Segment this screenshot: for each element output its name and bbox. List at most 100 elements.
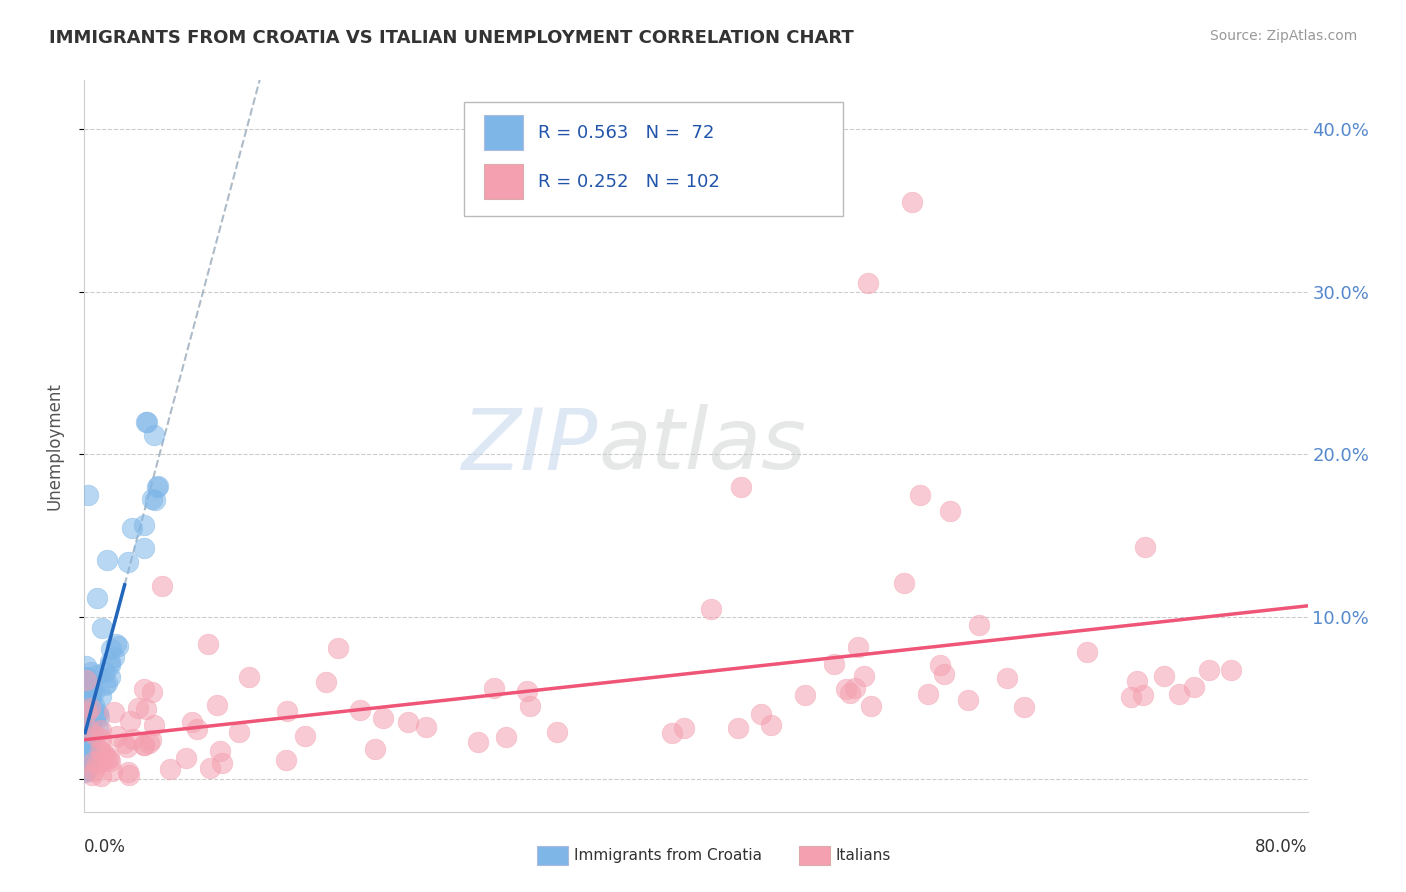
Point xyxy=(76,751,98,765)
Point xyxy=(75,733,97,747)
Point xyxy=(89,743,111,757)
Point xyxy=(823,657,845,672)
Point xyxy=(75,764,97,779)
Point xyxy=(326,641,349,656)
Point xyxy=(844,681,866,695)
Point xyxy=(364,742,387,756)
Point xyxy=(76,671,98,685)
Text: Source: ZipAtlas.com: Source: ZipAtlas.com xyxy=(1209,29,1357,43)
Point xyxy=(91,745,114,759)
Point xyxy=(146,479,169,493)
Point xyxy=(853,669,876,683)
Point xyxy=(415,720,437,734)
Point xyxy=(77,724,100,739)
Point xyxy=(96,553,118,567)
Point xyxy=(79,723,101,738)
Point xyxy=(75,748,97,763)
Point xyxy=(294,729,316,743)
Point xyxy=(211,756,233,771)
Point xyxy=(75,670,97,684)
Point xyxy=(700,601,723,615)
FancyBboxPatch shape xyxy=(464,103,842,216)
Point xyxy=(75,725,97,739)
Point xyxy=(117,556,139,570)
Point xyxy=(143,717,166,731)
Point xyxy=(1132,688,1154,702)
Point xyxy=(75,658,97,673)
Point xyxy=(120,714,142,728)
Point xyxy=(80,687,103,701)
Point xyxy=(995,671,1018,685)
Point xyxy=(105,729,128,743)
Point xyxy=(516,684,538,698)
Point xyxy=(132,518,155,533)
Point xyxy=(83,698,105,712)
Point xyxy=(938,504,960,518)
Point xyxy=(146,480,169,494)
Point xyxy=(83,764,105,778)
Point xyxy=(98,751,121,765)
Point xyxy=(893,576,915,591)
Text: IMMIGRANTS FROM CROATIA VS ITALIAN UNEMPLOYMENT CORRELATION CHART: IMMIGRANTS FROM CROATIA VS ITALIAN UNEMP… xyxy=(49,29,853,46)
Point xyxy=(79,720,101,734)
Point xyxy=(1153,669,1175,683)
Bar xyxy=(484,115,523,151)
Point xyxy=(104,636,127,650)
Point xyxy=(76,702,98,716)
Point xyxy=(197,637,219,651)
Point xyxy=(141,685,163,699)
Point xyxy=(118,767,141,781)
Point xyxy=(727,722,749,736)
Point xyxy=(76,731,98,746)
Point xyxy=(181,714,204,729)
Point xyxy=(1121,690,1143,705)
Point xyxy=(134,682,156,697)
Point xyxy=(84,706,107,720)
Point xyxy=(1220,663,1243,677)
Point xyxy=(1198,663,1220,677)
Point xyxy=(80,665,103,680)
Point xyxy=(103,706,125,720)
Point xyxy=(315,675,337,690)
Point xyxy=(349,703,371,717)
Text: 80.0%: 80.0% xyxy=(1256,838,1308,856)
Point xyxy=(132,738,155,752)
Point xyxy=(94,747,117,761)
Point xyxy=(860,699,883,714)
Point xyxy=(103,650,125,665)
Point xyxy=(89,710,111,724)
Point xyxy=(82,755,104,769)
Point xyxy=(76,712,98,726)
Point xyxy=(83,685,105,699)
Point xyxy=(1182,680,1205,694)
Point xyxy=(207,698,229,712)
Point xyxy=(75,714,97,728)
Bar xyxy=(484,164,523,199)
Point xyxy=(75,674,97,689)
Point xyxy=(75,725,97,739)
Point xyxy=(96,676,118,690)
Point xyxy=(107,639,129,653)
Point xyxy=(100,642,122,657)
Point xyxy=(80,745,103,759)
Point xyxy=(82,733,104,747)
Point xyxy=(159,762,181,776)
Point xyxy=(80,767,103,781)
Point xyxy=(136,415,159,429)
Point xyxy=(519,699,541,714)
Point xyxy=(86,591,108,606)
Text: atlas: atlas xyxy=(598,404,806,488)
Point xyxy=(209,744,232,758)
Point xyxy=(100,670,122,684)
Point xyxy=(94,665,117,679)
Point xyxy=(76,705,98,719)
Point xyxy=(467,735,489,749)
Point xyxy=(86,668,108,682)
Point xyxy=(730,480,752,494)
Point xyxy=(77,751,100,765)
Point xyxy=(759,718,782,732)
Point xyxy=(79,686,101,700)
Point xyxy=(79,682,101,697)
Point xyxy=(928,657,950,672)
Point xyxy=(80,731,103,745)
